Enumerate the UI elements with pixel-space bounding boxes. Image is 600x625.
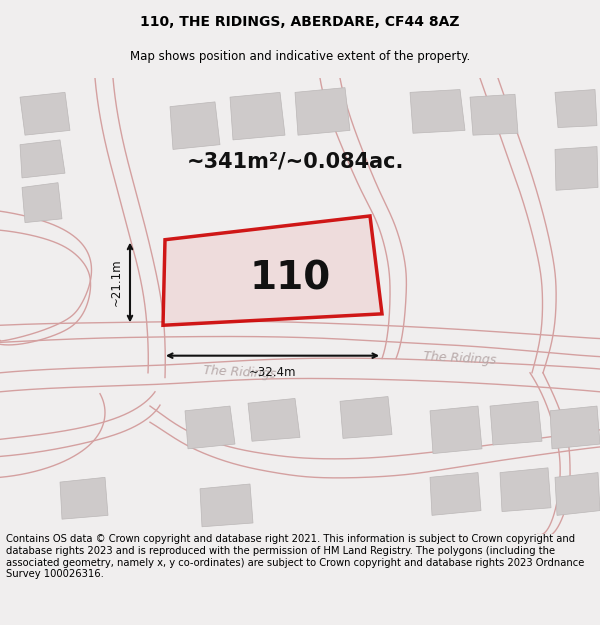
Text: 110: 110 (250, 259, 331, 298)
Polygon shape (340, 396, 392, 438)
Text: The Ridings: The Ridings (423, 350, 497, 367)
Polygon shape (20, 140, 65, 178)
Polygon shape (248, 399, 300, 441)
Polygon shape (555, 472, 600, 516)
Polygon shape (230, 92, 285, 140)
Polygon shape (200, 484, 253, 527)
Polygon shape (60, 478, 108, 519)
Polygon shape (185, 406, 235, 449)
Text: ~32.4m: ~32.4m (249, 366, 296, 379)
Text: Map shows position and indicative extent of the property.: Map shows position and indicative extent… (130, 50, 470, 62)
Text: ~21.1m: ~21.1m (110, 259, 122, 306)
Polygon shape (22, 182, 62, 222)
Polygon shape (555, 89, 597, 127)
Polygon shape (430, 472, 481, 516)
Polygon shape (430, 406, 482, 454)
Polygon shape (410, 89, 465, 133)
Text: Contains OS data © Crown copyright and database right 2021. This information is : Contains OS data © Crown copyright and d… (6, 534, 584, 579)
Polygon shape (500, 468, 551, 511)
Polygon shape (555, 146, 598, 190)
Polygon shape (490, 401, 542, 445)
Text: ~341m²/~0.084ac.: ~341m²/~0.084ac. (187, 152, 404, 172)
Text: 110, THE RIDINGS, ABERDARE, CF44 8AZ: 110, THE RIDINGS, ABERDARE, CF44 8AZ (140, 15, 460, 29)
Polygon shape (550, 406, 600, 449)
Polygon shape (170, 102, 220, 149)
Text: The Ridings: The Ridings (203, 364, 277, 381)
Polygon shape (295, 88, 350, 135)
Polygon shape (163, 216, 382, 325)
Polygon shape (470, 94, 518, 135)
Polygon shape (20, 92, 70, 135)
